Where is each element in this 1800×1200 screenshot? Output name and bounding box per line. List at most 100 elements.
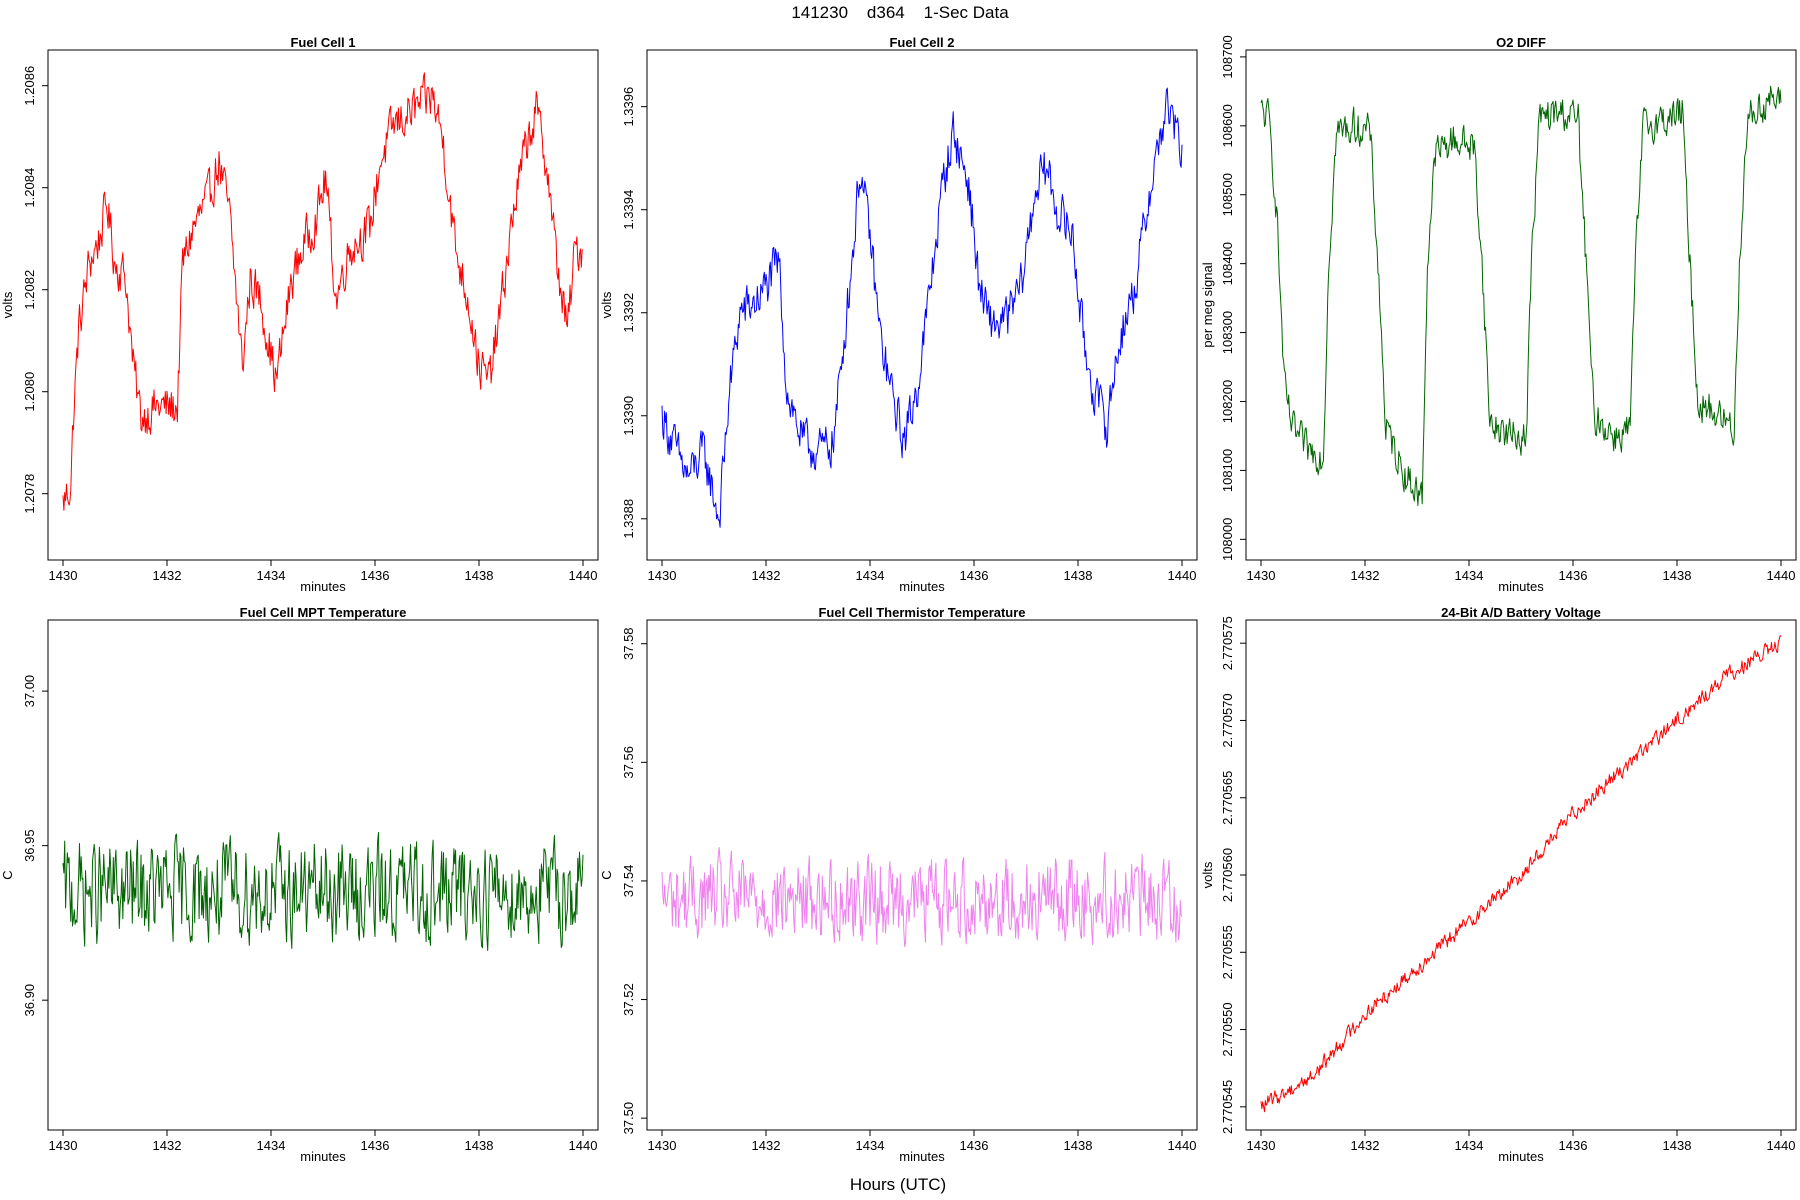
x-tick-label: 1432 xyxy=(752,568,781,583)
y-axis-label: volts xyxy=(0,291,15,318)
y-tick-label: 37.50 xyxy=(621,1102,636,1135)
series-line xyxy=(62,72,584,511)
plot-frame xyxy=(646,619,1198,1131)
y-tick-label: 108000 xyxy=(1220,518,1235,561)
x-tick-label: 1436 xyxy=(960,568,989,583)
chart-title: O2 DIFF xyxy=(1496,35,1546,50)
chart-panel-4: Fuel Cell MPT Temperature 1430 1432 1434 143… xyxy=(0,605,599,1164)
y-tick-label: 1.3390 xyxy=(621,396,636,436)
x-tick-label: 1432 xyxy=(1351,1138,1380,1153)
x-tick-label: 1440 xyxy=(569,568,598,583)
y-tick-label: 108600 xyxy=(1220,104,1235,147)
plot-frame xyxy=(646,49,1198,561)
y-tick-label: 37.58 xyxy=(621,627,636,660)
x-tick-label: 1440 xyxy=(569,1138,598,1153)
y-tick-label: 108100 xyxy=(1220,449,1235,492)
y-axis-label: C xyxy=(599,870,614,879)
figure-suptitle: 141230 d364 1-Sec Data xyxy=(791,3,1009,22)
x-tick-label: 1430 xyxy=(49,568,78,583)
chart-title: 24-Bit A/D Battery Voltage xyxy=(1441,605,1601,620)
x-tick-label: 1438 xyxy=(465,1138,494,1153)
x-tick-label: 1436 xyxy=(361,568,390,583)
x-tick-label: 1438 xyxy=(1663,1138,1692,1153)
y-tick-label: 2.770560 xyxy=(1220,848,1235,902)
x-tick-label: 1436 xyxy=(960,1138,989,1153)
x-axis-label: minutes xyxy=(1498,579,1544,594)
y-tick-label: 2.770570 xyxy=(1220,693,1235,747)
x-tick-label: 1434 xyxy=(257,1138,286,1153)
x-axis-label: minutes xyxy=(899,1149,945,1164)
x-tick-label: 1440 xyxy=(1168,1138,1197,1153)
chart-panel-5: Fuel Cell Thermistor Temperature 1430 1432… xyxy=(599,605,1198,1164)
x-tick-label: 1432 xyxy=(153,568,182,583)
chart-title: Fuel Cell Thermistor Temperature xyxy=(818,605,1025,620)
y-tick-label: 1.2084 xyxy=(22,168,37,208)
series-line xyxy=(661,847,1183,947)
x-tick-label: 1432 xyxy=(1351,568,1380,583)
y-tick-label: 37.00 xyxy=(22,675,37,708)
series-line xyxy=(62,832,584,951)
y-tick-label: 37.54 xyxy=(621,865,636,898)
plot-frame xyxy=(1245,619,1797,1131)
y-tick-label: 1.2078 xyxy=(22,474,37,514)
plot-frame xyxy=(47,49,599,561)
y-tick-label: 108400 xyxy=(1220,242,1235,285)
x-tick-label: 1438 xyxy=(465,568,494,583)
y-tick-label: 1.3394 xyxy=(621,190,636,230)
y-axis-label: volts xyxy=(599,291,614,318)
chart-panel-6: 24-Bit A/D Battery Voltage 1430 1432 1434 14… xyxy=(1200,605,1797,1164)
x-tick-label: 1440 xyxy=(1767,1138,1796,1153)
y-tick-label: 108300 xyxy=(1220,311,1235,354)
x-tick-label: 1440 xyxy=(1168,568,1197,583)
y-tick-label: 36.95 xyxy=(22,829,37,862)
plot-frame xyxy=(1245,49,1797,561)
x-tick-label: 1436 xyxy=(1559,1138,1588,1153)
x-tick-label: 1430 xyxy=(648,568,677,583)
x-tick-label: 1436 xyxy=(1559,568,1588,583)
x-tick-label: 1430 xyxy=(49,1138,78,1153)
x-tick-label: 1440 xyxy=(1767,568,1796,583)
y-tick-label: 2.770550 xyxy=(1220,1002,1235,1056)
y-tick-label: 1.3396 xyxy=(621,87,636,127)
x-tick-label: 1430 xyxy=(1247,568,1276,583)
y-tick-label: 108700 xyxy=(1220,35,1235,78)
y-tick-label: 1.3392 xyxy=(621,293,636,333)
x-axis-label: minutes xyxy=(1498,1149,1544,1164)
y-tick-label: 1.2086 xyxy=(22,66,37,106)
x-axis-label: minutes xyxy=(899,579,945,594)
x-axis-label: minutes xyxy=(300,1149,346,1164)
x-tick-label: 1434 xyxy=(257,568,286,583)
y-tick-label: 37.56 xyxy=(621,746,636,779)
plot-frame xyxy=(47,619,599,1131)
x-tick-label: 1434 xyxy=(1455,1138,1484,1153)
y-axis-label: C xyxy=(0,870,15,879)
y-tick-label: 2.770545 xyxy=(1220,1080,1235,1134)
y-tick-label: 1.2080 xyxy=(22,372,37,412)
panels: Fuel Cell 1 1430 1432 1434 1436 1438 1440 minut… xyxy=(0,35,1797,1164)
y-tick-label: 1.2082 xyxy=(22,270,37,310)
x-tick-label: 1436 xyxy=(361,1138,390,1153)
x-axis-label: minutes xyxy=(300,579,346,594)
y-tick-label: 1.3388 xyxy=(621,499,636,539)
y-tick-label: 36.90 xyxy=(22,984,37,1017)
chart-panel-3: O2 DIFF 1430 1432 1434 1436 1438 1440 minutes 10… xyxy=(1200,35,1797,594)
y-axis-label: per meg signal xyxy=(1200,262,1215,347)
chart-panel-2: Fuel Cell 2 1430 1432 1434 1436 1438 1440 minut… xyxy=(599,35,1198,594)
y-tick-label: 2.770565 xyxy=(1220,771,1235,825)
x-tick-label: 1438 xyxy=(1663,568,1692,583)
y-tick-label: 108200 xyxy=(1220,380,1235,423)
x-tick-label: 1432 xyxy=(153,1138,182,1153)
chart-panel-1: Fuel Cell 1 1430 1432 1434 1436 1438 1440 minut… xyxy=(0,35,599,594)
x-tick-label: 1434 xyxy=(856,1138,885,1153)
series-line xyxy=(661,87,1183,528)
y-tick-label: 2.770555 xyxy=(1220,925,1235,979)
x-tick-label: 1430 xyxy=(1247,1138,1276,1153)
x-tick-label: 1434 xyxy=(1455,568,1484,583)
series-line xyxy=(1260,85,1782,506)
y-tick-label: 37.52 xyxy=(621,983,636,1016)
chart-title: Fuel Cell 1 xyxy=(290,35,355,50)
series-line xyxy=(1260,635,1782,1113)
x-tick-label: 1434 xyxy=(856,568,885,583)
x-tick-label: 1432 xyxy=(752,1138,781,1153)
